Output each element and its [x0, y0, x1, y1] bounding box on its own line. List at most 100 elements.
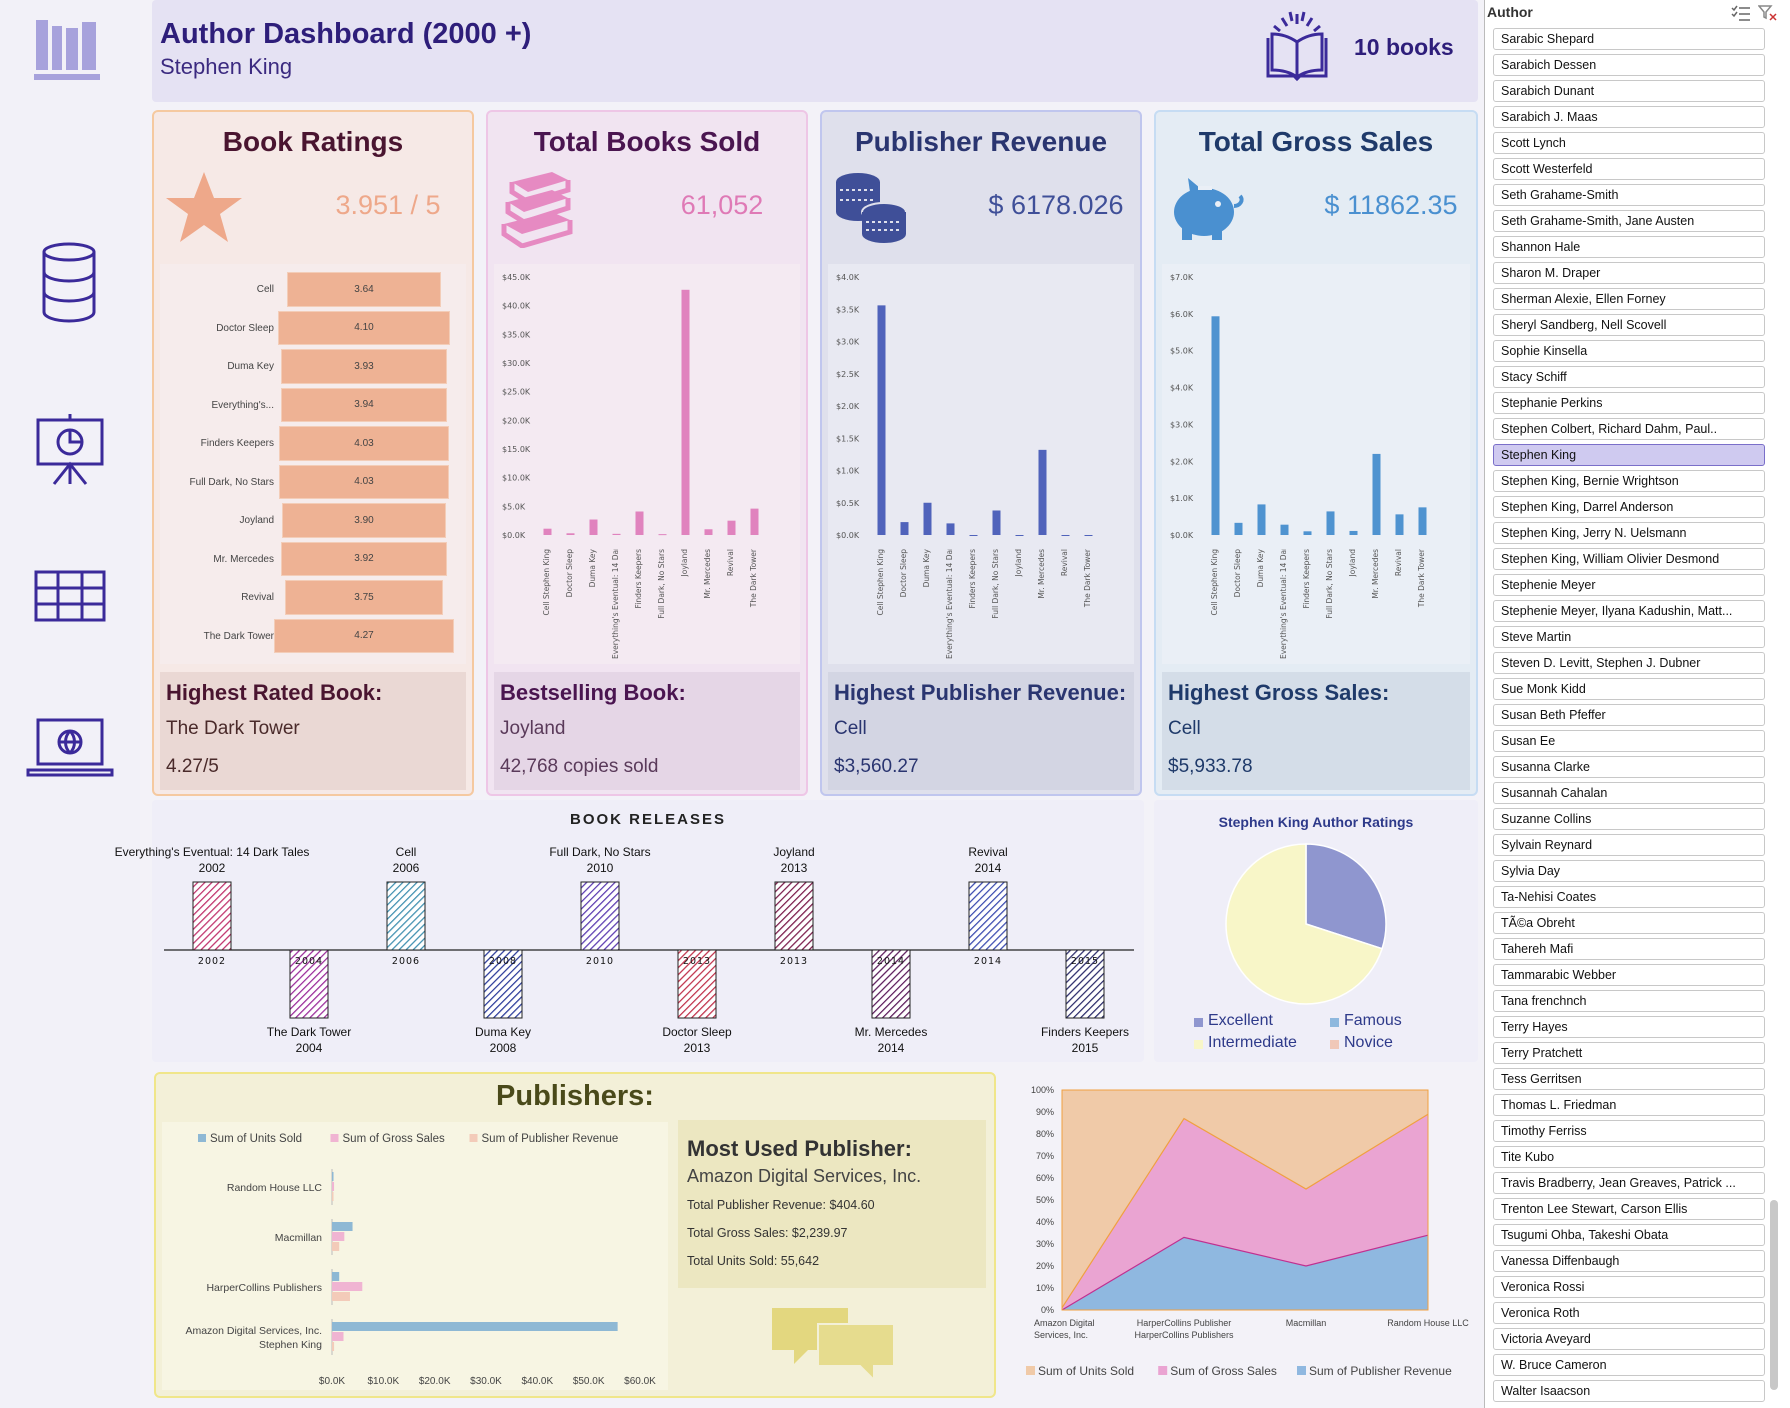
- slicer-item[interactable]: Vanessa Diffenbaugh: [1493, 1250, 1765, 1272]
- rating-bar-label: Everything's...: [211, 399, 275, 411]
- slicer-item[interactable]: Travis Bradberry, Jean Greaves, Patrick …: [1493, 1172, 1765, 1194]
- slicer-item[interactable]: Sylvain Reynard: [1493, 834, 1765, 856]
- slicer-item[interactable]: Walter Isaacson: [1493, 1380, 1765, 1402]
- slicer-item[interactable]: Tana frenchnch: [1493, 990, 1765, 1012]
- publisher-bar: [332, 1292, 350, 1301]
- clear-filter-icon[interactable]: [1758, 4, 1778, 22]
- slicer-item[interactable]: Stephenie Meyer, Ilyana Kadushin, Matt..…: [1493, 600, 1765, 622]
- presentation-chart-icon[interactable]: [34, 412, 106, 486]
- card-footer: [160, 672, 466, 790]
- release-name: Doctor Sleep: [662, 1025, 732, 1039]
- y-tick: 90%: [1036, 1107, 1054, 1117]
- slicer-item[interactable]: Seth Grahame-Smith, Jane Austen: [1493, 210, 1765, 232]
- laptop-globe-icon[interactable]: [26, 718, 114, 778]
- slicer-scrollbar[interactable]: [1770, 1200, 1778, 1390]
- most-used-revenue: Total Publisher Revenue: $404.60: [687, 1198, 875, 1212]
- legend-swatch: [1330, 1018, 1339, 1027]
- slicer-item[interactable]: Seth Grahame-Smith: [1493, 184, 1765, 206]
- legend-swatch: [198, 1134, 206, 1142]
- slicer-item[interactable]: Stephen King: [1493, 444, 1765, 466]
- slicer-item[interactable]: Suzanne Collins: [1493, 808, 1765, 830]
- column-bar: [658, 534, 667, 536]
- slicer-item[interactable]: Ta-Nehisi Coates: [1493, 886, 1765, 908]
- x-tick-label: Doctor Sleep: [1232, 549, 1242, 598]
- slicer-item[interactable]: Veronica Rossi: [1493, 1276, 1765, 1298]
- slicer-item[interactable]: Victoria Aveyard: [1493, 1328, 1765, 1350]
- y-tick: $4.0K: [1170, 384, 1194, 393]
- legend-label: Sum of Gross Sales: [343, 1133, 446, 1145]
- slicer-item[interactable]: Thomas L. Friedman: [1493, 1094, 1765, 1116]
- legend-label: Sum of Units Sold: [1038, 1364, 1134, 1378]
- footer-line1: Joyland: [500, 718, 566, 739]
- slicer-item[interactable]: Susannah Cahalan: [1493, 782, 1765, 804]
- slicer-item[interactable]: Steven D. Levitt, Stephen J. Dubner: [1493, 652, 1765, 674]
- x-tick: Services, Inc.: [1034, 1330, 1088, 1340]
- slicer-item[interactable]: Trenton Lee Stewart, Carson Ellis: [1493, 1198, 1765, 1220]
- release-bar: [289, 949, 329, 1019]
- multi-select-icon[interactable]: [1730, 4, 1752, 22]
- slicer-item[interactable]: Stephenie Meyer: [1493, 574, 1765, 596]
- publisher-bar: [332, 1232, 345, 1241]
- slicer-item[interactable]: Sophie Kinsella: [1493, 340, 1765, 362]
- slicer-item[interactable]: Sarabic Shepard: [1493, 28, 1765, 50]
- slicer-item[interactable]: Stacy Schiff: [1493, 366, 1765, 388]
- table-icon[interactable]: [34, 570, 106, 622]
- slicer-item[interactable]: Terry Hayes: [1493, 1016, 1765, 1038]
- axis-year: 2002: [197, 956, 227, 967]
- library-icon[interactable]: [34, 16, 100, 82]
- slicer-item[interactable]: Stephanie Perkins: [1493, 392, 1765, 414]
- slicer-item[interactable]: Terry Pratchett: [1493, 1042, 1765, 1064]
- y-tick: 0%: [1041, 1305, 1054, 1315]
- books-icon: [501, 172, 573, 248]
- slicer-item[interactable]: Steve Martin: [1493, 626, 1765, 648]
- y-tick: $20.0K: [502, 416, 531, 425]
- footer-title: Bestselling Book:: [500, 680, 686, 705]
- slicer-item[interactable]: Tahereh Mafi: [1493, 938, 1765, 960]
- author-ratings-pie: [1225, 843, 1387, 1005]
- units-area: [1062, 1090, 1428, 1308]
- y-tick: $2.5K: [836, 370, 860, 379]
- y-tick: $10.0K: [502, 474, 531, 483]
- slicer-item[interactable]: Tess Gerritsen: [1493, 1068, 1765, 1090]
- x-tick: Random House LLC: [1387, 1318, 1469, 1328]
- y-tick: 70%: [1036, 1151, 1054, 1161]
- slicer-item[interactable]: Veronica Roth: [1493, 1302, 1765, 1324]
- slicer-item[interactable]: W. Bruce Cameron: [1493, 1354, 1765, 1376]
- publishers-title: Publishers:: [496, 1080, 654, 1112]
- slicer-item[interactable]: TÃ©a Obreht: [1493, 912, 1765, 934]
- slicer-item[interactable]: Sherman Alexie, Ellen Forney: [1493, 288, 1765, 310]
- slicer-item[interactable]: Tite Kubo: [1493, 1146, 1765, 1168]
- slicer-item[interactable]: Scott Lynch: [1493, 132, 1765, 154]
- slicer-item[interactable]: Stephen King, Darrel Anderson: [1493, 496, 1765, 518]
- y-tick: $2.0K: [836, 402, 860, 411]
- slicer-item[interactable]: Timothy Ferriss: [1493, 1120, 1765, 1142]
- slicer-item[interactable]: Stephen King, Jerry N. Uelsmann: [1493, 522, 1765, 544]
- x-tick-label: Mr. Mercedes: [702, 549, 712, 599]
- slicer-item[interactable]: Scott Westerfeld: [1493, 158, 1765, 180]
- slicer-item[interactable]: Sarabich Dunant: [1493, 80, 1765, 102]
- slicer-item[interactable]: Stephen King, Bernie Wrightson: [1493, 470, 1765, 492]
- database-icon[interactable]: [40, 242, 98, 324]
- slicer-item[interactable]: Sarabich J. Maas: [1493, 106, 1765, 128]
- y-tick: $2.0K: [1170, 457, 1194, 466]
- release-year: 2014: [974, 861, 1002, 875]
- slicer-item[interactable]: Sharon M. Draper: [1493, 262, 1765, 284]
- category-label: Stephen King: [259, 1339, 322, 1351]
- slicer-item[interactable]: Shannon Hale: [1493, 236, 1765, 258]
- slicer-item[interactable]: Sheryl Sandberg, Nell Scovell: [1493, 314, 1765, 336]
- slicer-item[interactable]: Stephen King, William Olivier Desmond: [1493, 548, 1765, 570]
- slicer-item[interactable]: Sylvia Day: [1493, 860, 1765, 882]
- slicer-item[interactable]: Susan Beth Pfeffer: [1493, 704, 1765, 726]
- x-tick: $30.0K: [470, 1376, 502, 1387]
- slicer-item[interactable]: Sue Monk Kidd: [1493, 678, 1765, 700]
- slicer-item[interactable]: Stephen Colbert, Richard Dahm, Paul..: [1493, 418, 1765, 440]
- y-tick: $45.0K: [502, 273, 531, 282]
- y-tick: 30%: [1036, 1239, 1054, 1249]
- slicer-item[interactable]: Susan Ee: [1493, 730, 1765, 752]
- slicer-item[interactable]: Tammarabic Webber: [1493, 964, 1765, 986]
- x-tick-label: Joyland: [679, 549, 689, 577]
- slicer-item[interactable]: Sarabich Dessen: [1493, 54, 1765, 76]
- y-tick: $1.0K: [836, 467, 860, 476]
- slicer-item[interactable]: Tsugumi Ohba, Takeshi Obata: [1493, 1224, 1765, 1246]
- slicer-item[interactable]: Susanna Clarke: [1493, 756, 1765, 778]
